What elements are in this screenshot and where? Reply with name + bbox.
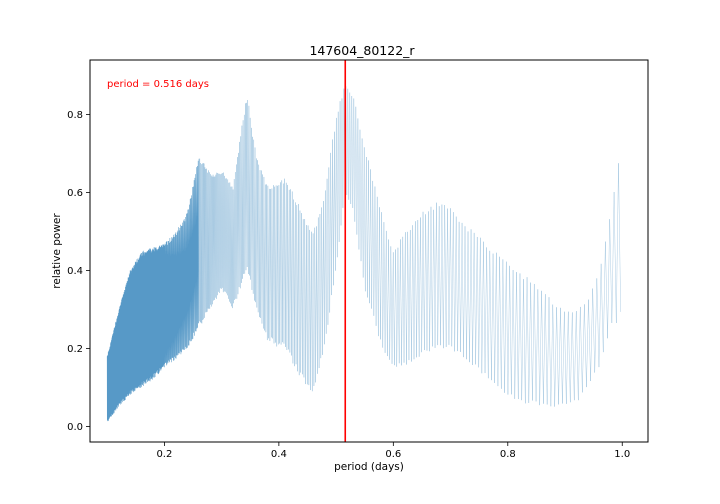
y-axis-label: relative power xyxy=(51,213,63,289)
x-axis-label: period (days) xyxy=(334,461,404,473)
x-tick-label: 0.2 xyxy=(156,449,172,460)
periodogram-line-long-period xyxy=(198,86,621,407)
period-annotation: period = 0.516 days xyxy=(107,79,209,90)
x-axis: 0.2 0.4 0.6 0.8 1.0 xyxy=(156,442,630,460)
y-tick-label: 0.8 xyxy=(67,110,83,121)
chart-title: 147604_80122_r xyxy=(309,43,415,58)
y-tick-label: 0.4 xyxy=(67,266,83,277)
y-axis: 0.0 0.2 0.4 0.6 0.8 xyxy=(67,110,90,433)
x-tick-label: 0.8 xyxy=(500,449,516,460)
x-tick-label: 0.6 xyxy=(385,449,401,460)
x-tick-label: 0.4 xyxy=(271,449,287,460)
y-tick-label: 0.6 xyxy=(67,188,83,199)
y-tick-label: 0.0 xyxy=(67,422,83,433)
plot-frame xyxy=(89,59,649,443)
y-tick-label: 0.2 xyxy=(67,344,83,355)
x-tick-label: 1.0 xyxy=(614,449,630,460)
periodogram-line-short-period xyxy=(106,160,199,422)
periodogram-series xyxy=(106,86,621,422)
